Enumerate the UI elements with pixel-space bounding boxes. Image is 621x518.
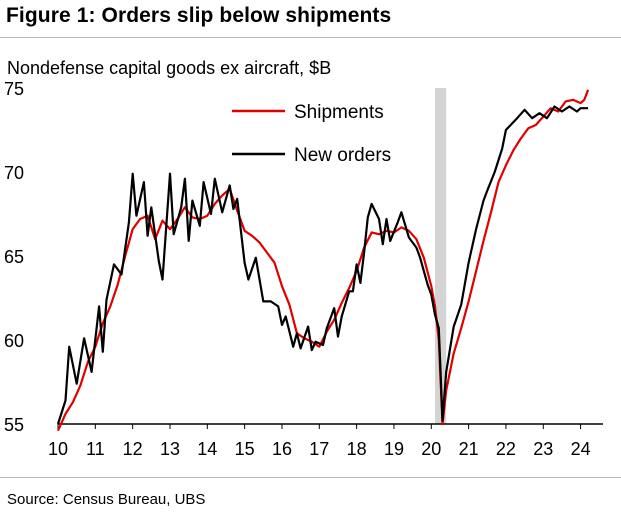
- y-tick-label: 60: [4, 331, 24, 351]
- shaded-region-layer: [435, 88, 447, 424]
- figure-title: Figure 1: Orders slip below shipments: [6, 4, 392, 27]
- line-chart: 75 70 65 60 55 10 11 12 13 14 15 16 17 18 19 20 21 22 23 2…: [4, 79, 603, 459]
- x-tick-label: 10: [48, 439, 68, 459]
- title-rule: [0, 37, 621, 38]
- y-tick-label: 75: [4, 79, 24, 99]
- x-tick-label: 20: [421, 439, 441, 459]
- series-layer: [56, 89, 590, 432]
- shaded-period: [435, 88, 447, 424]
- source-rule: [0, 477, 621, 478]
- x-tick-label: 21: [459, 439, 479, 459]
- legend-label: Shipments: [294, 102, 384, 123]
- series-line-new-orders: [56, 105, 589, 425]
- y-tick-label: 55: [4, 415, 24, 435]
- source-note: Source: Census Bureau, UBS: [7, 491, 206, 508]
- series-line-shipments: [56, 89, 590, 432]
- x-tick-label: 17: [309, 439, 329, 459]
- x-tick-label: 19: [384, 439, 404, 459]
- x-tick-label: 13: [160, 439, 180, 459]
- x-tick-labels: 10 11 12 13 14 15 16 17 18 19 20 21 22 23 24: [48, 424, 591, 459]
- x-tick-label: 11: [86, 439, 105, 459]
- y-tick-labels: 75 70 65 60 55: [4, 79, 24, 435]
- legend-label: New orders: [294, 145, 391, 166]
- chart-subtitle: Nondefense capital goods ex aircraft, $B: [7, 58, 332, 78]
- y-tick-label: 70: [4, 163, 24, 183]
- x-tick-label: 12: [123, 439, 143, 459]
- x-tick-label: 24: [571, 439, 591, 459]
- x-tick-label: 23: [533, 439, 553, 459]
- legend: Shipments New orders: [232, 102, 391, 166]
- y-tick-label: 65: [4, 247, 24, 267]
- x-tick-label: 14: [197, 439, 217, 459]
- x-tick-label: 18: [347, 439, 367, 459]
- x-tick-label: 22: [496, 439, 516, 459]
- x-tick-label: 15: [235, 439, 255, 459]
- x-tick-label: 16: [272, 439, 292, 459]
